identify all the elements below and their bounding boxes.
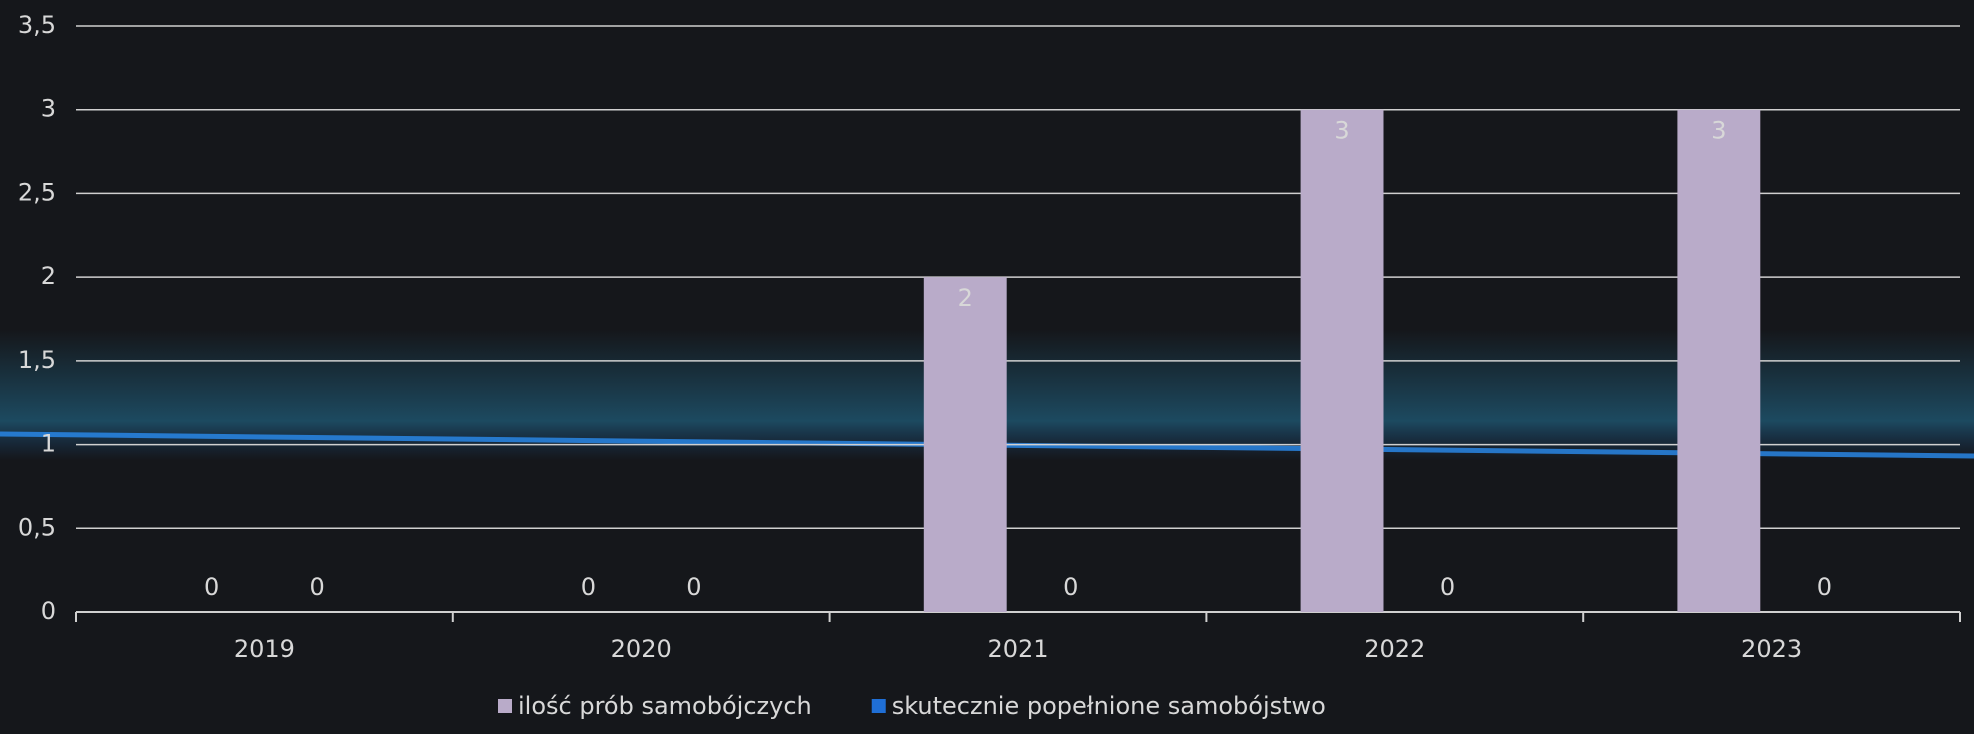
legend-marker	[498, 699, 512, 713]
x-tick-label: 2020	[611, 635, 672, 663]
data-label: 0	[1817, 573, 1832, 601]
bar	[1300, 109, 1384, 612]
data-label: 3	[1334, 117, 1349, 145]
x-tick-label: 2019	[234, 635, 295, 663]
data-label: 0	[204, 573, 219, 601]
data-label: 3	[1711, 117, 1726, 145]
data-label: 0	[310, 573, 325, 601]
x-tick-label: 2023	[1741, 635, 1802, 663]
y-tick-label: 0,5	[18, 513, 56, 541]
data-label: 0	[686, 573, 701, 601]
legend-marker	[871, 699, 886, 713]
bar	[923, 277, 1007, 612]
legend-label: ilość prób samobójczych	[518, 692, 812, 720]
y-tick-label: 3,5	[18, 11, 56, 39]
legend-label: skutecznie popełnione samobójstwo	[892, 692, 1326, 720]
data-label: 0	[1063, 573, 1078, 601]
data-label: 0	[1440, 573, 1455, 601]
y-tick-label: 2,5	[18, 178, 56, 206]
y-tick-label: 0	[41, 597, 56, 625]
data-label: 2	[958, 284, 973, 312]
y-tick-label: 3	[41, 95, 56, 123]
bar	[1677, 109, 1761, 612]
y-tick-label: 2	[41, 262, 56, 290]
data-label: 0	[581, 573, 596, 601]
y-tick-label: 1,5	[18, 346, 56, 374]
x-tick-label: 2022	[1364, 635, 1425, 663]
y-tick-label: 1	[41, 430, 56, 458]
x-tick-label: 2021	[987, 635, 1048, 663]
